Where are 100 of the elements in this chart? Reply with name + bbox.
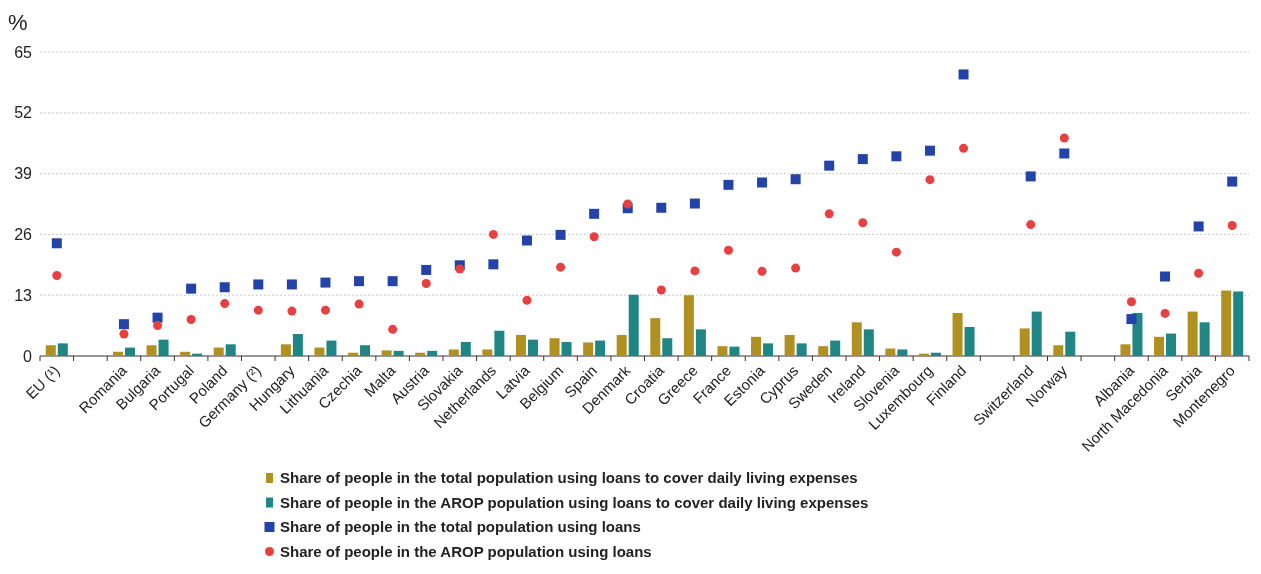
point (1194, 268, 1204, 278)
point (959, 143, 969, 153)
bar (1065, 331, 1076, 356)
point (421, 264, 432, 275)
y-tick-label: 65 (14, 43, 33, 61)
point (488, 229, 498, 239)
point (220, 299, 230, 309)
bar (561, 341, 572, 356)
bar (583, 342, 594, 356)
point (152, 312, 163, 323)
point (287, 306, 297, 316)
legend-label: Share of people in the total population using loans to cover daily living expenses (280, 469, 858, 487)
bar (1166, 333, 1177, 356)
point (186, 315, 196, 325)
bar (1120, 344, 1131, 356)
bar (112, 351, 123, 356)
point (757, 177, 768, 188)
bar (124, 347, 135, 356)
bar (763, 343, 774, 356)
point (690, 266, 700, 276)
point (589, 232, 599, 242)
point (1193, 221, 1204, 232)
point (51, 238, 62, 249)
bar (348, 352, 359, 356)
point (186, 283, 197, 294)
bar (1154, 336, 1165, 356)
bar (595, 340, 606, 356)
point (1126, 297, 1136, 307)
bar (1221, 290, 1232, 356)
point (388, 324, 398, 334)
bar (381, 350, 392, 356)
bar (818, 346, 829, 356)
bar (213, 347, 224, 356)
bar (527, 339, 538, 356)
point (925, 175, 935, 185)
legend-label: Share of people in the AROP population using loans to cover daily living expenses (280, 493, 869, 511)
point (723, 179, 734, 190)
legend-label: Share of people in the total population using loans (280, 518, 641, 536)
point (219, 282, 230, 293)
point (522, 295, 532, 305)
point (387, 276, 398, 287)
point (555, 229, 566, 240)
bar (314, 347, 325, 356)
point (689, 198, 700, 209)
point (958, 69, 969, 80)
bar (360, 345, 371, 356)
point (824, 209, 834, 219)
y-tick-label: 39 (14, 165, 33, 183)
bar (415, 352, 426, 356)
point (421, 279, 431, 289)
bar (57, 343, 68, 356)
bar (292, 334, 303, 356)
point (589, 208, 600, 219)
point (1025, 171, 1036, 182)
bar (225, 344, 236, 356)
point (924, 145, 935, 156)
bar (460, 341, 471, 356)
bar (964, 327, 975, 356)
bar (717, 346, 728, 356)
point (891, 151, 902, 162)
bar (784, 334, 795, 356)
point (1059, 133, 1069, 143)
bar (830, 340, 841, 356)
point (488, 259, 499, 270)
bar (45, 345, 56, 356)
bar (326, 340, 337, 356)
y-tick-label: 26 (14, 226, 33, 243)
point (119, 329, 129, 339)
point (1059, 148, 1070, 159)
point (757, 266, 767, 276)
bar (427, 350, 438, 356)
bar (280, 344, 291, 356)
point (1160, 308, 1170, 318)
y-tick-label: 52 (14, 104, 33, 122)
bar (1233, 291, 1244, 356)
bar (683, 295, 694, 356)
bar (650, 318, 661, 356)
point (1227, 221, 1237, 231)
point (891, 247, 901, 257)
bar (662, 338, 673, 356)
bar (628, 294, 639, 356)
point (118, 319, 129, 330)
bar (952, 312, 963, 356)
point (623, 199, 633, 209)
bar (146, 345, 157, 356)
legend-label: Share of people in the AROP population using loans (280, 542, 652, 560)
bar (930, 352, 941, 356)
bar (616, 334, 627, 356)
bar (448, 349, 459, 356)
point (858, 218, 868, 228)
bar (751, 336, 762, 356)
bar (515, 334, 526, 356)
point (354, 299, 364, 309)
point (253, 279, 264, 290)
bar (851, 322, 862, 356)
point (656, 285, 666, 295)
point (320, 305, 330, 315)
bar (863, 329, 874, 356)
bar (549, 338, 560, 356)
point (521, 235, 532, 246)
